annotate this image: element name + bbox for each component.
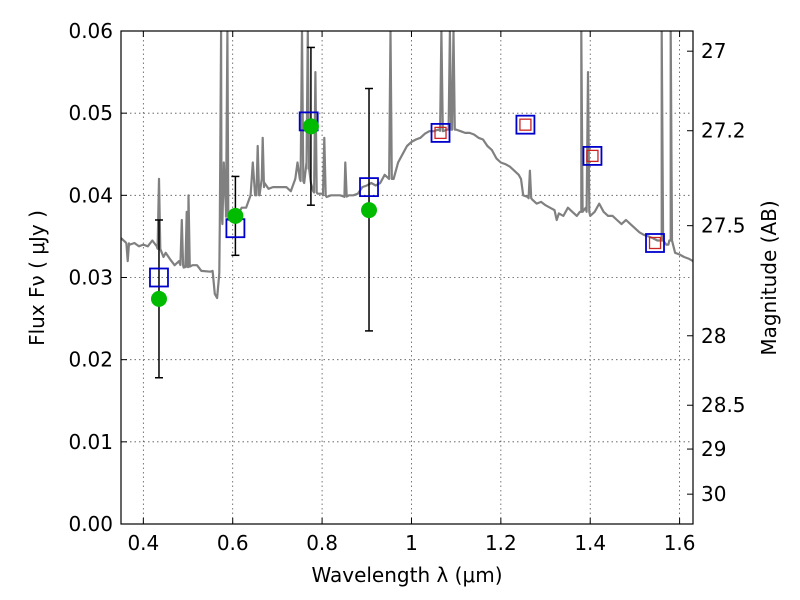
y-axis-label: Flux Fν ( μJy ) <box>25 210 49 346</box>
model-flux-square <box>515 114 536 135</box>
model-flux-inner-square <box>434 126 447 140</box>
model-flux-square <box>149 267 169 288</box>
y2-tick-label: 29 <box>701 437 726 461</box>
y2-tick-label: 27 <box>701 39 726 63</box>
y-tick-label: 0.05 <box>68 101 113 125</box>
axis-ticks: 0.4 0.6 0.8 1 1.2 1.4 1.6 0.00 0.01 0.02 0.03 0.04 0… <box>68 19 745 555</box>
y2-tick-label: 30 <box>701 482 726 506</box>
x-tick-label: 1.6 <box>664 531 696 555</box>
model-flux-inner-square <box>519 118 532 131</box>
y2-tick-label: 28 <box>701 324 726 348</box>
model-flux-inner-square <box>586 149 599 163</box>
observed-flux-point <box>150 290 167 307</box>
y-tick-label: 0.01 <box>68 430 113 454</box>
plot-area <box>121 31 693 379</box>
x-tick-label: 0.8 <box>306 531 338 555</box>
y2-tick-label: 27.5 <box>701 214 746 238</box>
observed-flux-point <box>227 207 244 224</box>
y2-tick-label: 28.5 <box>701 393 746 417</box>
y2-tick-label: 27.2 <box>701 119 746 143</box>
y-tick-label: 0.06 <box>68 19 113 43</box>
grid-lines <box>121 30 693 525</box>
y2-axis-label: Magnitude (AB) <box>757 200 781 355</box>
y-tick-label: 0.04 <box>68 183 113 207</box>
x-axis-label: Wavelength λ (μm) <box>311 563 502 587</box>
model-flux-square <box>645 233 665 253</box>
model-flux-square <box>359 177 379 198</box>
x-tick-label: 0.6 <box>217 531 249 555</box>
x-tick-label: 0.4 <box>127 531 159 555</box>
y-tick-label: 0.02 <box>68 348 113 372</box>
y-tick-label: 0.03 <box>68 266 113 290</box>
observed-flux-point <box>302 118 319 135</box>
observed-flux-point <box>361 202 378 219</box>
model-flux-square <box>582 145 603 166</box>
x-tick-label: 1 <box>405 531 418 555</box>
model-flux-square <box>430 122 451 143</box>
x-tick-label: 1.4 <box>574 531 606 555</box>
y-tick-label: 0.00 <box>68 512 113 536</box>
sed-model-line <box>121 31 693 300</box>
x-tick-label: 1.2 <box>485 531 517 555</box>
model-flux-inner-square <box>648 236 662 250</box>
